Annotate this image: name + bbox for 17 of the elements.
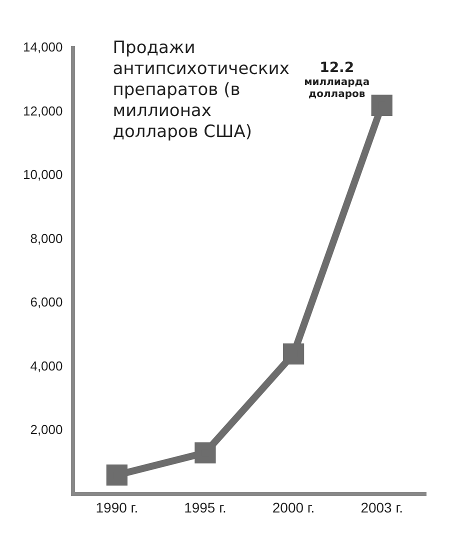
x-tick-label: 2000 г. — [272, 499, 315, 516]
point — [194, 442, 216, 464]
annotation: 12.2 миллиарда долларов — [304, 60, 370, 100]
point — [371, 94, 392, 116]
y-tick-label: 12,000 — [22, 103, 63, 118]
x-tick-label: 1995 г. — [184, 499, 226, 516]
y-tick-label: 8,000 — [30, 230, 63, 246]
y-tick-label: 6,000 — [30, 294, 63, 310]
y-tick-label: 4,000 — [30, 358, 63, 374]
x-tick-label: 2003 г. — [360, 499, 404, 516]
y-tick-label: 2,000 — [30, 422, 63, 438]
text: Продажи антипсихотических препаратов (в миллионах долларов США) — [112, 38, 290, 142]
point — [106, 464, 128, 486]
point — [282, 343, 304, 365]
x-tick-label: 1990 г. — [96, 499, 138, 516]
y-tick-label: 10,000 — [22, 167, 63, 182]
y-tick-label: 14,000 — [22, 40, 63, 55]
